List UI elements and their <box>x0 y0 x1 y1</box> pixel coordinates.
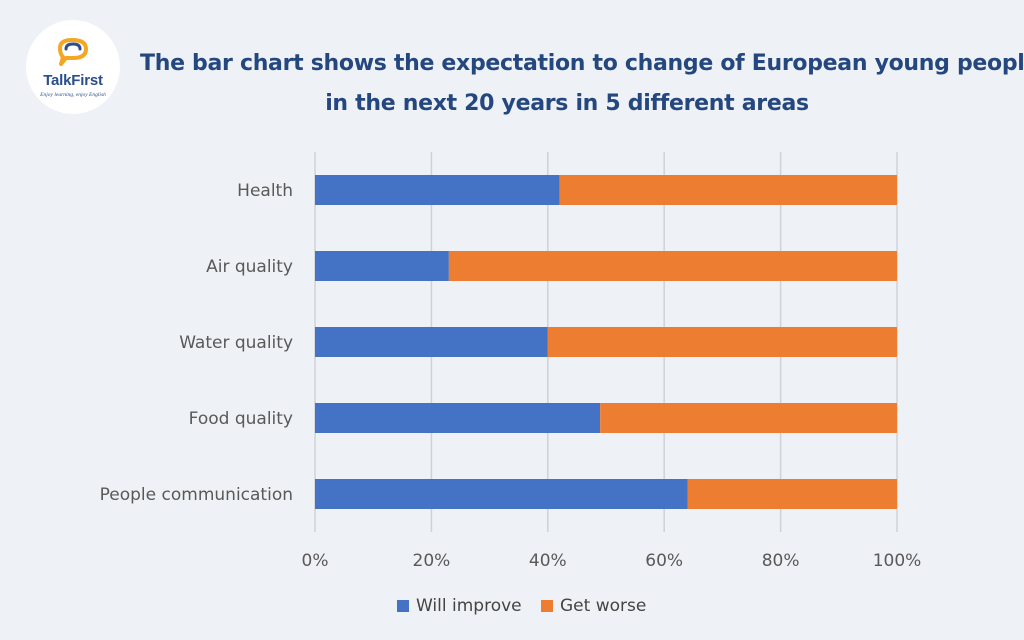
category-label: Health <box>237 181 293 201</box>
x-tick-label: 0% <box>302 551 329 571</box>
x-tick-label: 40% <box>529 551 567 571</box>
category-label: Air quality <box>206 257 293 277</box>
bar-segment-get-worse <box>448 251 897 281</box>
x-tick-label: 60% <box>645 551 683 571</box>
chart-title-line-1: The bar chart shows the expectation to c… <box>140 51 1024 76</box>
bar-segment-will-improve <box>315 327 548 357</box>
bar-segment-get-worse <box>600 403 897 433</box>
logo-tagline: Enjoy learning, enjoy English <box>40 92 106 98</box>
category-label: Food quality <box>189 409 293 429</box>
bar-segment-get-worse <box>547 327 897 357</box>
category-label: Water quality <box>179 333 293 353</box>
x-tick-label: 100% <box>873 551 922 571</box>
legend-label: Get worse <box>560 596 647 616</box>
x-tick-label: 80% <box>762 551 800 571</box>
legend-label: Will improve <box>416 596 522 616</box>
bar-segment-will-improve <box>315 479 688 509</box>
legend-item: Get worse <box>541 596 646 616</box>
chart-title-line-2: in the next 20 years in 5 different area… <box>325 91 809 116</box>
legend-swatch <box>397 600 409 612</box>
legend-swatch <box>541 600 553 612</box>
chart-title: The bar chart shows the expectation to c… <box>140 44 1024 124</box>
logo-name: TalkFirst <box>43 72 103 89</box>
chart-legend: Will improve Get worse <box>0 596 1024 620</box>
bar-segment-will-improve <box>315 251 449 281</box>
legend-item: Will improve <box>397 596 522 616</box>
bar-segment-get-worse <box>559 175 897 205</box>
bar-segment-will-improve <box>315 403 601 433</box>
bar-segment-get-worse <box>687 479 897 509</box>
talkfirst-logo: TalkFirst Enjoy learning, enjoy English <box>26 20 120 114</box>
speech-bubble-logo-icon <box>58 38 88 66</box>
category-label: People communication <box>100 485 293 505</box>
bar-segment-will-improve <box>315 175 560 205</box>
x-tick-label: 20% <box>413 551 451 571</box>
